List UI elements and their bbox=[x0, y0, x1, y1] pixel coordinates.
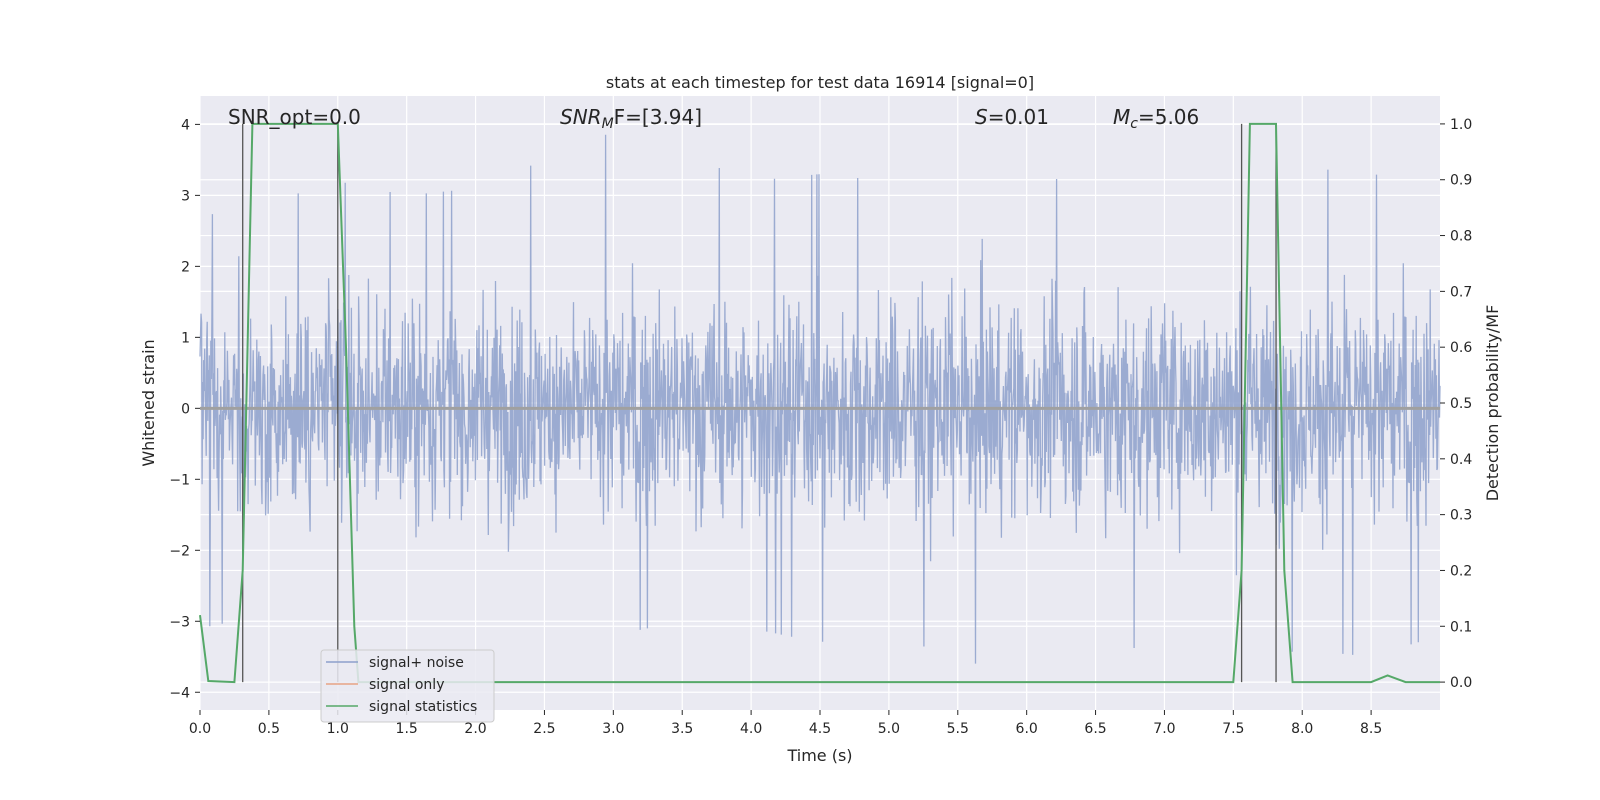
y2-tick-label: 0.7 bbox=[1450, 284, 1472, 300]
x-axis-label: Time (s) bbox=[786, 746, 852, 765]
vertical-markers bbox=[242, 123, 1277, 683]
y-tick-label: 1 bbox=[181, 330, 190, 346]
x-tick-label: 6.0 bbox=[1016, 721, 1038, 737]
x-tick-label: 1.0 bbox=[327, 721, 349, 737]
x-tick-label: 7.5 bbox=[1222, 721, 1244, 737]
x-tick-label: 7.0 bbox=[1153, 721, 1175, 737]
snr-mf-subscript: M bbox=[602, 116, 614, 132]
y2-axis-ticks: 1.0 0.9 0.8 0.7 0.6 0.5 0.4 0.3 0.2 0.1 0.0 bbox=[1440, 117, 1472, 691]
y-axis-ticks: 4 3 2 1 0 −1 −2 −3 −4 bbox=[169, 117, 200, 701]
x-tick-label: 1.5 bbox=[396, 721, 418, 737]
s-rest: =0.01 bbox=[988, 105, 1049, 129]
legend-box bbox=[320, 649, 495, 723]
y-tick-label: −2 bbox=[169, 543, 190, 559]
legend-label-signal-only: signal only bbox=[369, 677, 444, 693]
signal-statistics-line bbox=[199, 122, 1440, 684]
legend-label-signal-noise: signal+ noise bbox=[369, 655, 464, 671]
y-tick-label: 3 bbox=[181, 188, 190, 204]
snr-mf-annotation: SNRMF=[3.94] bbox=[560, 105, 702, 132]
x-tick-label: 2.0 bbox=[464, 721, 486, 737]
legend: signal+ noise signal only signal statist… bbox=[320, 649, 495, 723]
y2-axis-label: Detection probability/MF bbox=[1483, 305, 1502, 502]
mc-annotation: Mc=5.06 bbox=[1113, 105, 1199, 132]
y2-tick-label: 0.3 bbox=[1450, 508, 1472, 524]
y-tick-label: −4 bbox=[169, 685, 190, 701]
y2-tick-label: 0.2 bbox=[1450, 563, 1472, 579]
chart-title: stats at each timestep for test data 169… bbox=[606, 73, 1034, 92]
y-axis-label: Whitened strain bbox=[139, 339, 158, 466]
y2-tick-label: 0.0 bbox=[1450, 675, 1472, 691]
x-tick-label: 4.5 bbox=[809, 721, 831, 737]
x-tick-label: 0.5 bbox=[258, 721, 280, 737]
legend-label-signal-statistics: signal statistics bbox=[369, 699, 477, 715]
mc-main: M bbox=[1113, 105, 1130, 129]
mc-subscript: c bbox=[1130, 116, 1138, 132]
snr-mf-main: SNR bbox=[560, 105, 602, 129]
x-tick-label: 3.5 bbox=[671, 721, 693, 737]
x-tick-label: 8.5 bbox=[1360, 721, 1382, 737]
mc-rest: =5.06 bbox=[1138, 105, 1199, 129]
y2-tick-label: 0.5 bbox=[1450, 396, 1472, 412]
y-tick-label: −3 bbox=[169, 614, 190, 630]
x-tick-label: 0.0 bbox=[189, 721, 211, 737]
y2-tick-label: 0.6 bbox=[1450, 340, 1472, 356]
signal-statistics-series bbox=[199, 122, 1440, 684]
s-annotation: S=0.01 bbox=[975, 105, 1049, 129]
y-tick-label: 2 bbox=[181, 259, 190, 275]
y2-tick-label: 1.0 bbox=[1450, 117, 1472, 133]
x-tick-label: 6.5 bbox=[1084, 721, 1106, 737]
y2-tick-label: 0.4 bbox=[1450, 452, 1472, 468]
y2-tick-label: 0.8 bbox=[1450, 229, 1472, 245]
x-tick-label: 3.0 bbox=[602, 721, 624, 737]
x-tick-label: 2.5 bbox=[533, 721, 555, 737]
x-axis-ticks: 0.0 0.5 1.0 1.5 2.0 2.5 3.0 3.5 4.0 4.5 5.0 5.5 6.0 6… bbox=[189, 710, 1382, 737]
y2-tick-label: 0.9 bbox=[1450, 173, 1472, 189]
x-tick-label: 4.0 bbox=[740, 721, 762, 737]
s-main: S bbox=[975, 105, 988, 129]
y-tick-label: −1 bbox=[169, 472, 190, 488]
x-tick-label: 8.0 bbox=[1291, 721, 1313, 737]
y2-tick-label: 0.1 bbox=[1450, 619, 1472, 635]
snr-mf-rest: F=[3.94] bbox=[614, 105, 702, 129]
y-tick-label: 0 bbox=[181, 401, 190, 417]
snr-opt-annotation: SNR_opt=0.0 bbox=[228, 105, 361, 129]
x-tick-label: 5.5 bbox=[947, 721, 969, 737]
x-tick-label: 5.0 bbox=[878, 721, 900, 737]
y-tick-label: 4 bbox=[181, 117, 190, 133]
